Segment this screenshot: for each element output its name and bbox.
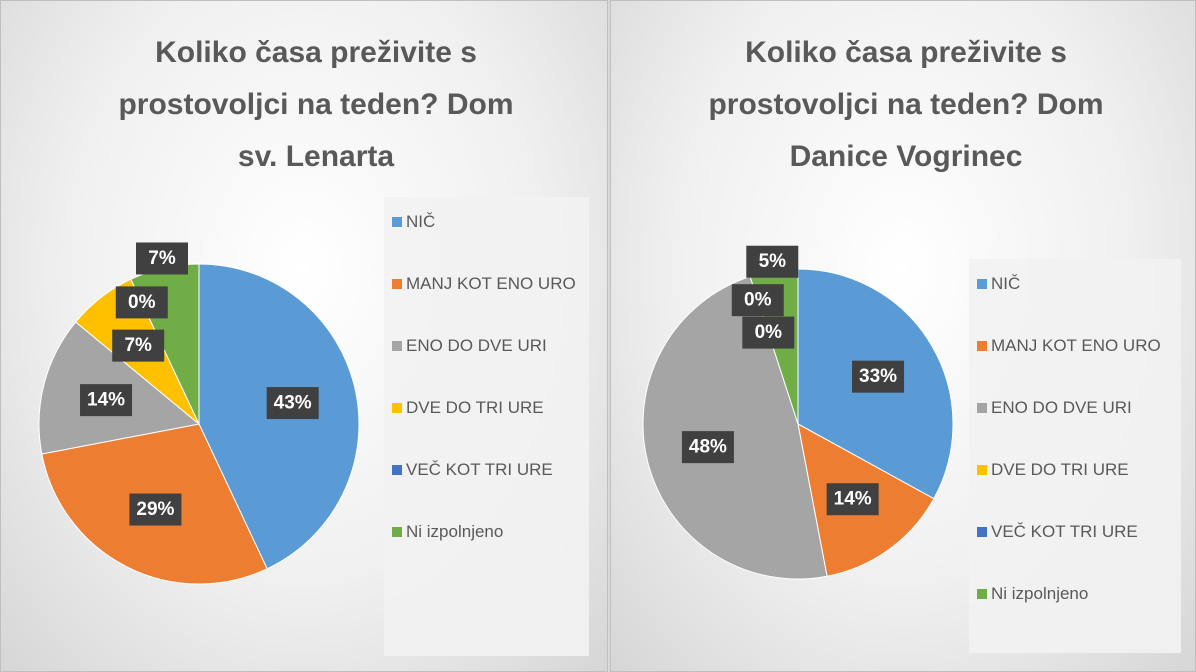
legend-item: ENO DO DVE URI	[977, 397, 1173, 459]
chart-panel: Koliko časa preživite s prostovoljci na …	[0, 0, 608, 672]
data-label: 33%	[859, 366, 897, 387]
legend-item: ENO DO DVE URI	[392, 335, 581, 397]
data-label: 14%	[87, 390, 125, 411]
legend-swatch	[977, 465, 987, 475]
pie-slice	[642, 275, 828, 580]
legend-label: DVE DO TRI URE	[406, 398, 544, 417]
legend-swatch	[392, 279, 402, 289]
legend-item: DVE DO TRI URE	[392, 397, 581, 459]
data-label: 14%	[834, 489, 872, 510]
legend-label: NIČ	[991, 274, 1021, 293]
legend-label: Ni izpolnjeno	[406, 522, 504, 541]
legend-swatch	[977, 527, 987, 537]
legend-item: Ni izpolnjeno	[392, 521, 581, 583]
legend-item: NIČ	[392, 211, 581, 273]
legend-item: Ni izpolnjeno	[977, 583, 1173, 645]
legend-swatch	[392, 217, 402, 227]
data-label-bg	[731, 284, 784, 317]
data-label-bg	[266, 387, 319, 420]
legend-swatch	[977, 589, 987, 599]
legend-swatch	[977, 403, 987, 413]
data-label: 48%	[689, 437, 727, 458]
legend-item: VEČ KOT TRI URE	[977, 521, 1173, 583]
legend-swatch	[392, 527, 402, 537]
legend-label: MANJ KOT ENO URO	[991, 336, 1161, 355]
data-label: 7%	[124, 335, 152, 356]
legend-item: VEČ KOT TRI URE	[392, 459, 581, 521]
legend-swatch	[392, 403, 402, 413]
legend-label: VEČ KOT TRI URE	[406, 460, 553, 479]
data-label-bg	[742, 316, 795, 349]
data-label-bg	[80, 384, 133, 417]
data-label-bg	[826, 483, 879, 516]
data-label-bg	[852, 360, 905, 393]
legend-item: NIČ	[977, 273, 1173, 335]
legend-label: VEČ KOT TRI URE	[991, 522, 1138, 541]
legend-label: MANJ KOT ENO URO	[406, 274, 576, 293]
legend-swatch	[392, 465, 402, 475]
legend-swatch	[977, 341, 987, 351]
legend-item: MANJ KOT ENO URO	[392, 273, 581, 335]
legend-label: DVE DO TRI URE	[991, 460, 1129, 479]
legend-item: MANJ KOT ENO URO	[977, 335, 1173, 397]
data-label-bg	[112, 329, 165, 362]
data-label: 5%	[759, 251, 787, 272]
data-label: 0%	[744, 290, 772, 311]
data-label: 0%	[755, 322, 783, 343]
data-label: 29%	[136, 499, 174, 520]
legend-label: ENO DO DVE URI	[406, 336, 547, 355]
data-label-bg	[129, 493, 182, 526]
legend-swatch	[392, 341, 402, 351]
data-label: 0%	[128, 292, 156, 313]
data-label-bg	[136, 242, 189, 275]
data-label-bg	[681, 431, 734, 464]
legend-label: NIČ	[406, 212, 436, 231]
data-label: 43%	[274, 393, 312, 414]
legend-item: DVE DO TRI URE	[977, 459, 1173, 521]
legend-label: ENO DO DVE URI	[991, 398, 1132, 417]
data-label-bg	[746, 245, 799, 278]
data-label-bg	[115, 286, 168, 319]
legend: NIČ MANJ KOT ENO URO ENO DO DVE URI DVE DO …	[384, 197, 589, 656]
chart-panel: Koliko časa preživite s prostovoljci na …	[610, 0, 1196, 672]
data-label: 7%	[148, 248, 176, 269]
legend-swatch	[977, 279, 987, 289]
chart-title: Koliko časa preživite s prostovoljci na …	[118, 36, 514, 173]
legend-label: Ni izpolnjeno	[991, 584, 1089, 603]
pie-chart: 33% 14% 48% 0% 0% 5%	[642, 245, 954, 580]
chart-title: Koliko časa preživite s prostovoljci na …	[708, 36, 1104, 173]
legend: NIČ MANJ KOT ENO URO ENO DO DVE URI DVE DO …	[969, 259, 1181, 653]
pie-chart: 43% 29% 14% 7% 0% 7%	[38, 242, 360, 585]
